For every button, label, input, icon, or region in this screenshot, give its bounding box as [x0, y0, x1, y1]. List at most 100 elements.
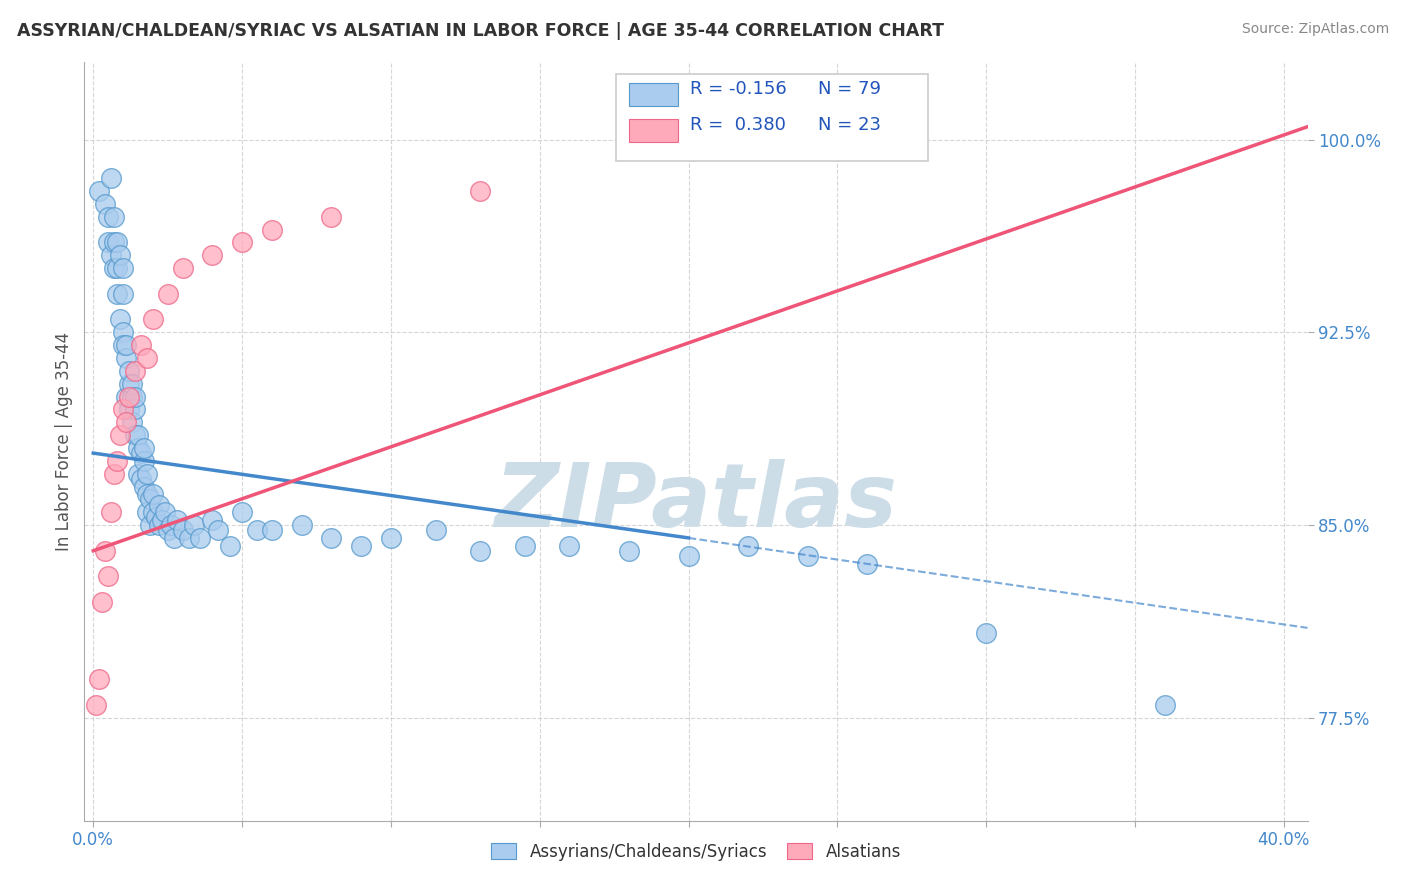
Point — [100, 505, 122, 519]
Point — [974, 626, 997, 640]
Text: N = 23: N = 23 — [818, 116, 882, 135]
Point — [260, 523, 283, 537]
Point — [112, 286, 135, 301]
Y-axis label: In Labor Force | Age 35-44: In Labor Force | Age 35-44 — [55, 332, 73, 551]
Point — [115, 338, 138, 352]
Point — [260, 222, 283, 236]
Point — [678, 549, 700, 563]
Point — [115, 390, 138, 404]
Point — [103, 261, 125, 276]
Point — [145, 510, 167, 524]
Point — [513, 539, 536, 553]
Point — [380, 531, 402, 545]
Point — [135, 467, 157, 481]
Point — [142, 505, 165, 519]
Point — [291, 518, 314, 533]
Text: ZIPatlas: ZIPatlas — [495, 458, 897, 546]
Point — [105, 454, 128, 468]
Point — [231, 235, 253, 250]
Point — [1153, 698, 1175, 712]
Bar — [628, 83, 678, 105]
Point — [103, 467, 125, 481]
Point — [129, 338, 152, 352]
Point — [129, 472, 152, 486]
Point — [321, 210, 343, 224]
Point — [135, 487, 157, 501]
Point — [470, 543, 492, 558]
Point — [166, 513, 188, 527]
Point — [350, 539, 373, 553]
Point — [219, 539, 242, 553]
Point — [127, 467, 149, 481]
Point — [737, 539, 759, 553]
Point — [97, 235, 120, 250]
Point — [105, 235, 128, 250]
Point — [183, 518, 205, 533]
Point — [201, 248, 224, 262]
Point — [207, 523, 229, 537]
Point — [115, 351, 138, 365]
Point — [142, 487, 165, 501]
Point — [97, 210, 120, 224]
Point — [97, 569, 120, 583]
Text: N = 79: N = 79 — [818, 80, 882, 98]
Point — [105, 261, 128, 276]
Point — [129, 446, 152, 460]
Point — [470, 184, 492, 198]
Point — [121, 390, 143, 404]
Point — [148, 518, 170, 533]
Point — [132, 441, 155, 455]
Point — [139, 492, 162, 507]
Point — [190, 531, 212, 545]
Point — [172, 523, 194, 537]
Point — [132, 454, 155, 468]
Point — [135, 351, 157, 365]
Point — [159, 518, 181, 533]
Point — [118, 402, 141, 417]
Point — [103, 235, 125, 250]
Point — [201, 513, 224, 527]
Point — [246, 523, 269, 537]
Point — [89, 184, 111, 198]
Text: ASSYRIAN/CHALDEAN/SYRIAC VS ALSATIAN IN LABOR FORCE | AGE 35-44 CORRELATION CHAR: ASSYRIAN/CHALDEAN/SYRIAC VS ALSATIAN IN … — [17, 22, 943, 40]
Point — [124, 390, 146, 404]
Point — [108, 312, 131, 326]
Point — [105, 286, 128, 301]
Point — [617, 543, 640, 558]
Point — [100, 248, 122, 262]
Point — [425, 523, 447, 537]
Point — [127, 428, 149, 442]
Legend: Assyrians/Chaldeans/Syriacs, Alsatians: Assyrians/Chaldeans/Syriacs, Alsatians — [482, 835, 910, 869]
Bar — [628, 120, 678, 142]
Point — [84, 698, 107, 712]
Point — [558, 539, 581, 553]
Point — [796, 549, 818, 563]
Point — [91, 595, 114, 609]
Point — [124, 428, 146, 442]
Point — [112, 261, 135, 276]
Point — [132, 479, 155, 493]
Point — [118, 390, 141, 404]
Point — [121, 415, 143, 429]
Point — [142, 312, 165, 326]
Point — [112, 326, 135, 340]
Point — [118, 376, 141, 391]
Point — [156, 523, 179, 537]
Point — [856, 557, 879, 571]
Point — [121, 376, 143, 391]
Point — [148, 498, 170, 512]
Point — [108, 428, 131, 442]
Point — [100, 171, 122, 186]
Point — [94, 196, 117, 211]
Point — [124, 402, 146, 417]
Text: Source: ZipAtlas.com: Source: ZipAtlas.com — [1241, 22, 1389, 37]
Point — [150, 513, 173, 527]
Point — [156, 286, 179, 301]
FancyBboxPatch shape — [616, 74, 928, 161]
Point — [163, 531, 186, 545]
Point — [321, 531, 343, 545]
Point — [153, 505, 176, 519]
Point — [108, 248, 131, 262]
Point — [115, 415, 138, 429]
Point — [127, 441, 149, 455]
